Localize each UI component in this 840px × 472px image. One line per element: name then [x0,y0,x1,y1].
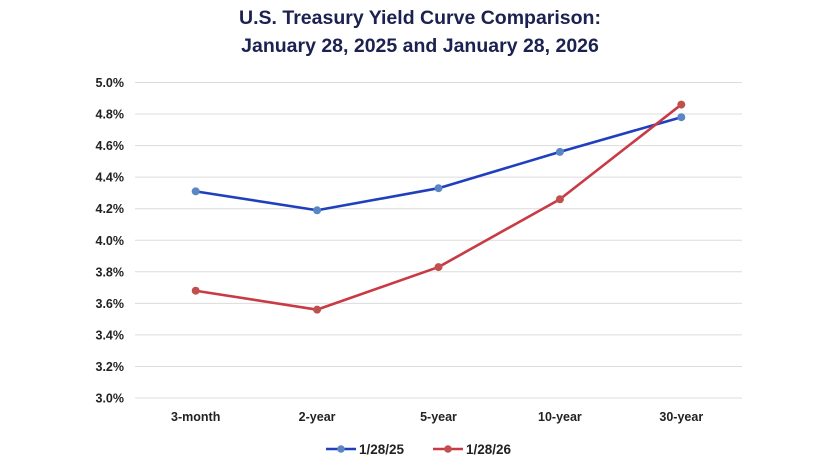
y-tick-label: 4.0% [96,234,125,248]
y-tick-label: 3.2% [96,360,125,374]
y-tick-label: 3.6% [96,297,125,311]
legend-label-0: 1/28/25 [359,442,405,457]
chart-title: U.S. Treasury Yield Curve Comparison: Ja… [0,4,840,60]
data-point [677,113,686,122]
x-tick-label: 3-month [171,410,220,424]
data-point [434,184,443,193]
series-line-0 [195,115,682,212]
chart-title-line-1: U.S. Treasury Yield Curve Comparison: [239,7,601,29]
y-tick-label: 5.0% [96,76,125,90]
x-tick-label: 5-year [420,410,457,424]
data-point [313,305,322,314]
y-tick-label: 3.8% [96,265,125,279]
data-point [555,147,564,156]
y-tick-label: 3.4% [96,328,125,342]
y-tick-label: 4.8% [96,108,125,122]
y-tick-label: 4.6% [96,139,125,153]
x-tick-label: 10-year [538,410,582,424]
data-point [191,187,200,196]
x-tick-label: 2-year [299,410,336,424]
data-point [555,195,564,204]
data-point [191,286,200,295]
y-tick-label: 3.0% [96,392,125,406]
data-point [313,206,322,215]
legend-marker-1 [444,445,452,453]
series-line-1 [195,103,683,311]
legend-marker-0 [337,445,345,453]
data-point [434,263,443,272]
data-point [677,100,686,109]
chart-title-line-2: January 28, 2025 and January 28, 2026 [241,35,599,57]
y-tick-label: 4.2% [96,202,125,216]
x-tick-label: 30-year [659,410,703,424]
y-tick-label: 4.4% [96,171,125,185]
legend-label-1: 1/28/26 [466,442,512,457]
